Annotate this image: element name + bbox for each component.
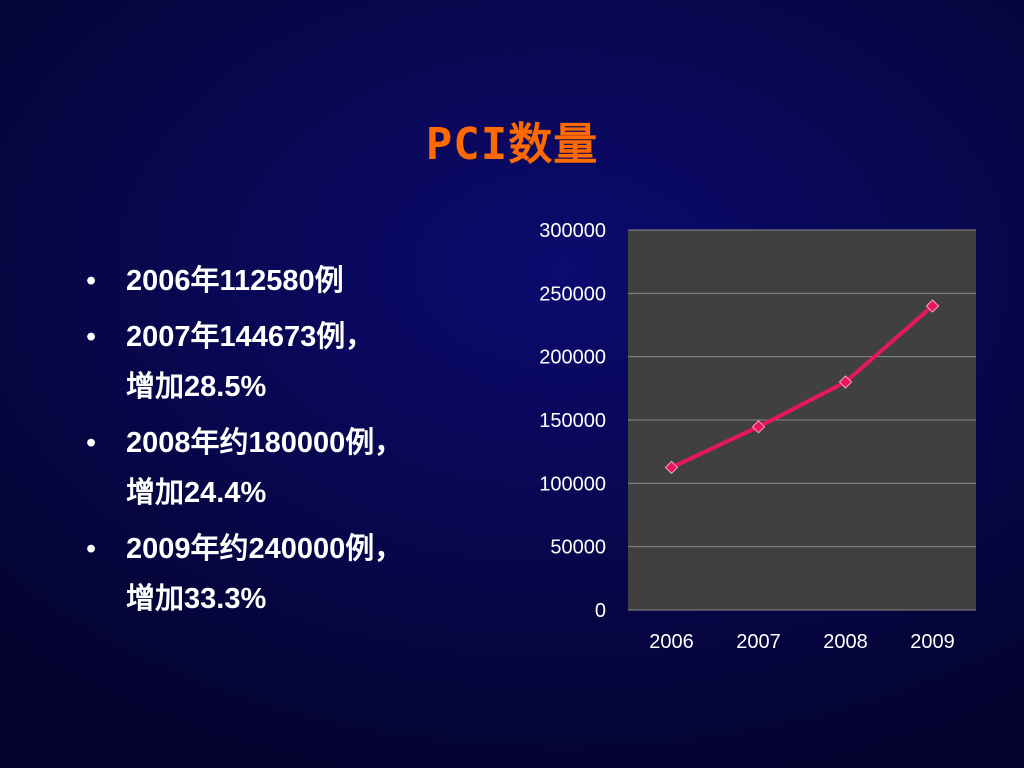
slide-title: PCI数量 — [425, 119, 599, 170]
x-tick-label: 2006 — [649, 631, 694, 653]
bullet-line: 2007年144673例， — [126, 321, 375, 353]
bullet-dot: • — [86, 265, 97, 297]
x-tick-label: 2009 — [910, 631, 955, 653]
y-tick-label: 100000 — [539, 473, 606, 495]
bullet-line: 增加28.5% — [126, 371, 267, 403]
bullet-item: • 2008年约180000例， 增加24.4% — [86, 418, 506, 518]
bullet-line: 2006年112580例 — [126, 265, 344, 297]
data-point — [664, 460, 679, 475]
series-line — [670, 304, 934, 470]
y-tick-label: 200000 — [539, 347, 606, 369]
bullet-list: • 2006年112580例 • 2007年144673例， 增加28.5% •… — [86, 256, 506, 630]
x-tick-label: 2008 — [823, 631, 868, 653]
bullet-dot: • — [86, 533, 97, 565]
bullet-dot: • — [86, 427, 97, 459]
bullet-line: 增加33.3% — [126, 583, 267, 615]
bullet-item: • 2009年约240000例， 增加33.3% — [86, 524, 506, 624]
data-point — [925, 299, 940, 313]
bullet-item: • 2007年144673例， 增加28.5% — [86, 312, 506, 412]
bullet-line: 2009年约240000例， — [126, 533, 404, 565]
data-point — [751, 420, 766, 434]
y-tick-label: 0 — [595, 600, 606, 622]
bullet-line: 2008年约180000例， — [126, 427, 404, 459]
bullet-dot: • — [86, 321, 97, 353]
bullet-line: 增加24.4% — [126, 477, 267, 509]
y-tick-label: 250000 — [539, 283, 606, 305]
y-tick-label: 300000 — [539, 220, 606, 242]
bullet-item: • 2006年112580例 — [86, 256, 506, 306]
line-chart: 0 50000 100000 150000 200000 250000 300000 2006… — [539, 220, 976, 653]
y-tick-label: 150000 — [539, 410, 606, 432]
data-point — [838, 375, 853, 389]
y-tick-label: 50000 — [550, 537, 606, 559]
x-tick-label: 2007 — [736, 631, 781, 653]
